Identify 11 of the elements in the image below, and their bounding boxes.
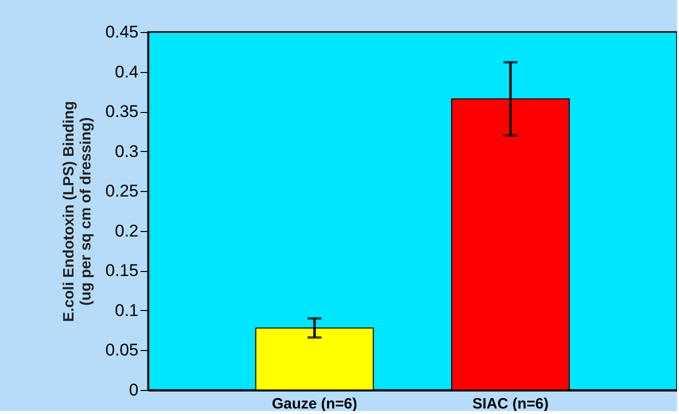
- y-tick-label: 0.3: [114, 142, 138, 161]
- y-tick-label: 0.2: [114, 221, 138, 240]
- y-tick-label: 0.15: [105, 261, 138, 280]
- y-tick-label: 0.4: [114, 62, 138, 82]
- y-tick-label: 0: [129, 380, 138, 400]
- y-tick-label: 0.25: [105, 182, 138, 201]
- y-tick-label: 0.05: [105, 340, 138, 360]
- y-axis-title: E.coli Endotoxin (LPS) Binding (ug per sq cm of dressing): [60, 101, 94, 322]
- y-tick-label: 0.45: [105, 22, 138, 42]
- y-tick-label: 0.1: [114, 300, 138, 320]
- y-tick-label: 0.35: [105, 102, 138, 122]
